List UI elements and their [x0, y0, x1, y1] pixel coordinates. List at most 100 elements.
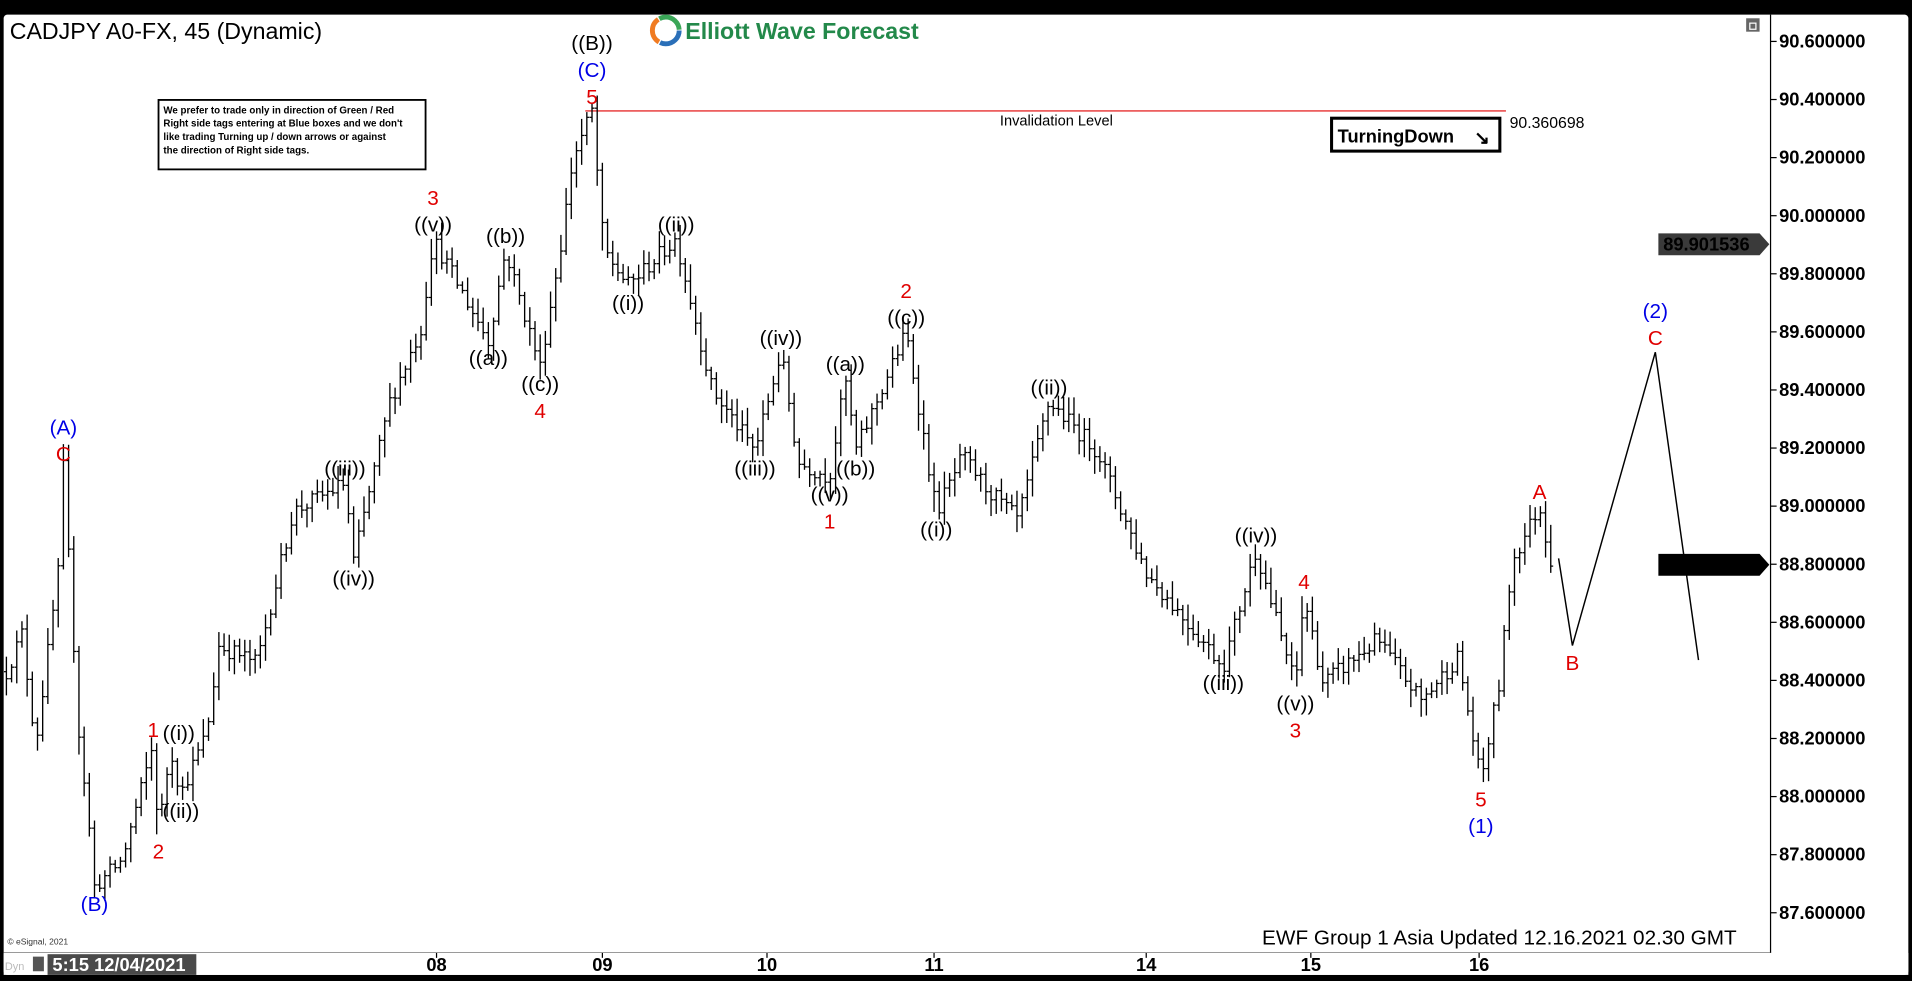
price-bar: [92, 820, 97, 899]
wave-label: 4: [534, 400, 546, 423]
price-bar: [330, 477, 336, 497]
price-bar: [403, 365, 408, 386]
wave-label-group: ((B)) (C) 5: [571, 32, 612, 109]
price-bar: [822, 458, 828, 493]
price-bar: [802, 449, 807, 470]
cursor-time-box: [47, 954, 197, 975]
price-bar: [1387, 631, 1393, 657]
price-bar: [1242, 588, 1248, 617]
price-bar: [1040, 413, 1046, 452]
price-bar: [112, 859, 118, 873]
price-bar: [294, 498, 300, 536]
price-tags: 89.901536 88.798000: [1658, 233, 1770, 576]
price-bar: [579, 118, 585, 165]
restore-window-icon[interactable]: [1746, 18, 1760, 32]
price-bar: [200, 719, 206, 758]
wave-label: ((ii)): [658, 214, 695, 237]
price-bar: [226, 634, 232, 672]
wave-label: ((v)): [414, 214, 452, 237]
price-bar: [444, 250, 450, 274]
price-bar: [734, 398, 740, 442]
lock-icon[interactable]: [32, 956, 44, 972]
price-bar: [1211, 633, 1217, 664]
wave-label: 3: [427, 187, 439, 210]
price-bar: [952, 458, 958, 497]
chart-title: CADJPY A0-FX, 45 (Dynamic): [10, 18, 322, 44]
y-tick-label: 88.000000: [1779, 786, 1865, 807]
price-bar: [1289, 642, 1295, 681]
price-bar: [879, 389, 885, 410]
wave-label: ((iii)): [734, 457, 775, 480]
price-bar: [408, 339, 414, 383]
price-bar: [76, 645, 82, 755]
price-bar: [3, 656, 9, 696]
wave-label: 2: [900, 280, 912, 303]
last-price-tag: 89.901536: [1658, 233, 1770, 256]
price-bar: [299, 490, 305, 518]
price-bar: [967, 446, 973, 473]
wave-label-group: ((iii)): [1203, 672, 1244, 695]
invalidation-value: 90.360698: [1510, 115, 1585, 132]
price-bar: [413, 333, 419, 363]
price-bar: [97, 874, 103, 892]
price-bar: [1112, 466, 1118, 510]
wave-label-group: ((i)): [920, 518, 952, 541]
price-bar: [423, 281, 429, 341]
wave-label-group: 1: [147, 719, 159, 742]
wave-label: ((iii)): [324, 458, 365, 481]
wave-label-group: ((ii)): [658, 214, 695, 237]
wave-label-group: ((ii)): [162, 800, 199, 823]
price-bar: [335, 466, 341, 509]
price-bar: [890, 346, 896, 388]
price-bar: [957, 443, 963, 478]
price-bar: [1506, 584, 1512, 640]
price-bar: [838, 389, 844, 457]
wave-label-group: ((iv)): [332, 568, 375, 591]
wave-label-group: 4: [1298, 571, 1310, 594]
dyn-label: Dyn: [5, 961, 25, 973]
price-bar: [1206, 628, 1212, 660]
price-bar: [1050, 399, 1056, 417]
price-bar: [1097, 446, 1103, 472]
wave-label-group: ((b)): [836, 457, 875, 480]
copyright: © eSignal, 2021: [7, 936, 68, 946]
price-bar: [247, 639, 253, 676]
price-bar: [133, 798, 139, 834]
x-tick-label: 11: [924, 954, 943, 975]
price-bar: [66, 444, 72, 558]
price-bar: [1377, 627, 1383, 653]
price-bar: [149, 737, 154, 781]
price-bar: [713, 372, 719, 405]
price-bar: [1522, 523, 1528, 565]
wave-label-group: 2: [153, 841, 165, 864]
price-bar: [1273, 589, 1279, 617]
price-bar: [900, 316, 906, 361]
wave-label: ((i)): [612, 292, 644, 315]
wave-label: (1): [1468, 815, 1493, 838]
price-bar: [263, 614, 268, 661]
wave-label-group: ((a)): [826, 353, 865, 376]
projection-line: [1557, 352, 1700, 661]
price-bar: [29, 671, 35, 727]
wave-label-group: ((iv)): [760, 327, 803, 350]
projection-path: [1557, 352, 1700, 661]
price-bar: [698, 312, 704, 366]
wave-label: 5: [586, 86, 598, 109]
price-bar: [1019, 493, 1025, 529]
price-bar: [206, 717, 211, 741]
price-bar: [926, 424, 932, 482]
x-tick-label: 08: [426, 954, 446, 975]
price-bar: [9, 664, 15, 683]
wave-label: ((iv)): [1235, 524, 1278, 547]
price-bar: [1501, 625, 1507, 697]
price-bar: [739, 410, 745, 442]
price-bar: [278, 542, 284, 599]
price-bar: [1439, 660, 1445, 695]
price-bar: [1263, 560, 1269, 590]
price-bar: [1138, 542, 1144, 565]
arrow-down-right-icon: ↘: [1474, 127, 1489, 148]
price-bar: [1133, 519, 1139, 560]
price-bar: [527, 307, 533, 346]
wave-label: (A): [50, 416, 78, 439]
price-bar: [1071, 397, 1077, 434]
